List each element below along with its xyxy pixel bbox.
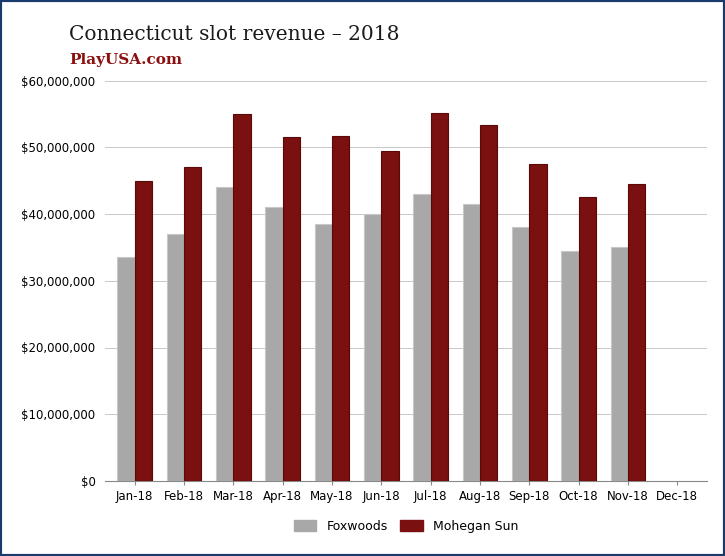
Bar [628, 184, 645, 481]
Text: Connecticut slot revenue – 2018: Connecticut slot revenue – 2018 [69, 25, 399, 44]
Bar [431, 113, 448, 481]
Bar [480, 125, 497, 481]
Bar [561, 251, 579, 481]
Bar [216, 187, 233, 481]
Bar [463, 204, 480, 481]
Bar [117, 257, 135, 481]
Text: PlayUSA.com: PlayUSA.com [69, 53, 182, 67]
Bar [135, 181, 152, 481]
Bar [579, 197, 596, 481]
Bar [233, 114, 251, 481]
Bar [167, 234, 184, 481]
Bar [332, 136, 349, 481]
Bar [381, 151, 399, 481]
Bar [315, 224, 332, 481]
Bar [610, 247, 628, 481]
Bar [265, 207, 283, 481]
Bar [184, 167, 202, 481]
Bar [283, 137, 300, 481]
Bar [512, 227, 529, 481]
Legend: Foxwoods, Mohegan Sun: Foxwoods, Mohegan Sun [290, 516, 522, 537]
Bar [529, 164, 547, 481]
Bar [413, 194, 431, 481]
Bar [364, 214, 381, 481]
